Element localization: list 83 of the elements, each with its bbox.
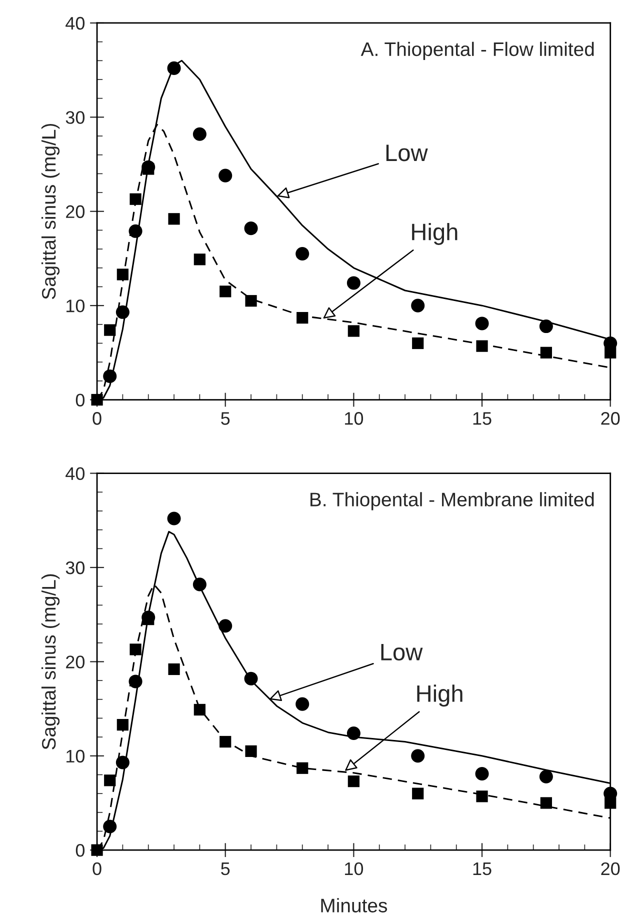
- y-tick-label: 40: [66, 467, 85, 480]
- point: [539, 770, 553, 784]
- point: [167, 61, 181, 75]
- point: [130, 193, 142, 205]
- point: [104, 774, 116, 786]
- point: [346, 726, 360, 740]
- point: [412, 788, 424, 800]
- annotation: High: [412, 222, 458, 245]
- point: [128, 224, 142, 238]
- annotation: Low: [386, 144, 428, 162]
- x-tick-label: 20: [601, 412, 620, 425]
- point: [244, 672, 258, 686]
- point: [475, 316, 489, 330]
- x-tick-label: 10: [345, 862, 364, 876]
- point: [244, 222, 258, 236]
- point: [194, 704, 206, 716]
- point: [412, 337, 424, 350]
- point: [411, 298, 425, 312]
- point: [91, 844, 103, 856]
- point: [142, 163, 154, 175]
- point: [296, 762, 308, 774]
- point: [192, 578, 206, 592]
- point: [168, 663, 180, 676]
- y-axis-title: Sagittal sinus (mg/L): [41, 124, 60, 300]
- point: [220, 736, 232, 748]
- point: [91, 394, 103, 406]
- point: [116, 756, 130, 770]
- point: [476, 340, 488, 352]
- annotation: Low: [381, 644, 423, 660]
- x-tick-label: 15: [473, 412, 492, 425]
- point: [116, 268, 129, 280]
- point: [194, 254, 206, 266]
- x-axis-title: Minutes: [321, 898, 388, 912]
- point: [116, 305, 130, 319]
- y-tick-label: 20: [66, 205, 85, 218]
- point: [142, 613, 154, 626]
- point: [245, 295, 257, 307]
- point: [540, 346, 552, 358]
- point: [348, 776, 360, 788]
- point: [130, 644, 142, 656]
- point: [296, 246, 310, 261]
- x-tick-label: 10: [345, 412, 364, 425]
- text: A. Thiopental - Flow limited: [360, 42, 594, 60]
- point: [411, 749, 425, 763]
- point: [604, 797, 616, 809]
- point: [218, 619, 232, 633]
- point: [116, 718, 129, 731]
- x-tick-label: 0: [92, 862, 102, 876]
- point: [128, 674, 142, 688]
- point: [104, 324, 116, 336]
- point: [103, 369, 117, 383]
- point: [168, 213, 180, 225]
- text: B. Thiopental - Membrane limited: [310, 492, 594, 510]
- point: [475, 767, 489, 781]
- point: [346, 276, 360, 290]
- point: [476, 790, 488, 802]
- y-axis-title: Sagittal sinus (mg/L): [41, 574, 60, 750]
- point: [604, 346, 616, 358]
- x-tick-label: 15: [473, 862, 492, 876]
- y-tick-label: 30: [66, 111, 85, 124]
- x-tick-label: 5: [221, 862, 230, 876]
- y-tick-label: 10: [66, 750, 85, 763]
- point: [218, 168, 232, 182]
- point: [296, 697, 310, 711]
- y-tick-label: 10: [66, 300, 85, 312]
- x-tick-label: 0: [92, 412, 102, 425]
- point: [296, 312, 308, 324]
- point: [220, 286, 232, 298]
- x-tick-label: 5: [221, 412, 230, 425]
- point: [540, 797, 552, 809]
- y-tick-label: 20: [66, 656, 85, 668]
- y-tick-label: 40: [66, 16, 85, 30]
- annotation: High: [417, 684, 462, 707]
- point: [103, 820, 117, 834]
- point: [245, 745, 257, 757]
- point: [539, 320, 553, 334]
- y-tick-label: 0: [76, 394, 85, 406]
- point: [348, 325, 360, 337]
- x-tick-label: 20: [601, 862, 620, 876]
- point: [192, 127, 206, 141]
- y-tick-label: 30: [66, 561, 85, 574]
- y-tick-label: 0: [76, 844, 85, 857]
- point: [167, 512, 181, 526]
